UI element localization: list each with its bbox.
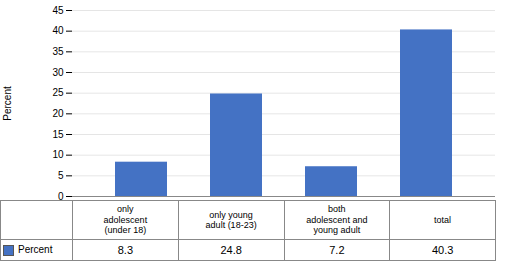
html-text:40.3: 40.3 bbox=[431, 244, 454, 256]
svg-text:25: 25 bbox=[52, 87, 64, 98]
svg-text:45: 45 bbox=[52, 5, 64, 16]
html-text:both adolescent and young adul: both adolescent and young adult bbox=[306, 204, 368, 236]
html-text:8.3: 8.3 bbox=[117, 244, 133, 256]
html-text:total: total bbox=[434, 214, 452, 225]
svg-text:10: 10 bbox=[52, 149, 64, 160]
html-text:24.8: 24.8 bbox=[220, 244, 242, 256]
svg-text:20: 20 bbox=[52, 108, 64, 119]
svg-text:40: 40 bbox=[52, 25, 64, 36]
html-text:only young adult (18-23): only young adult (18-23) bbox=[205, 209, 257, 230]
html-text:Percent: Percent bbox=[18, 244, 53, 256]
svg-text:5: 5 bbox=[58, 170, 64, 181]
svg-text:30: 30 bbox=[52, 67, 64, 78]
html-text:7.2: 7.2 bbox=[329, 244, 345, 256]
svg-text:Percent: Percent bbox=[2, 86, 13, 121]
html-text:only adolescent (under 18): only adolescent (under 18) bbox=[103, 204, 148, 236]
svg-text:15: 15 bbox=[52, 129, 64, 140]
svg-text:0: 0 bbox=[58, 191, 64, 200]
svg-text:35: 35 bbox=[52, 46, 64, 57]
